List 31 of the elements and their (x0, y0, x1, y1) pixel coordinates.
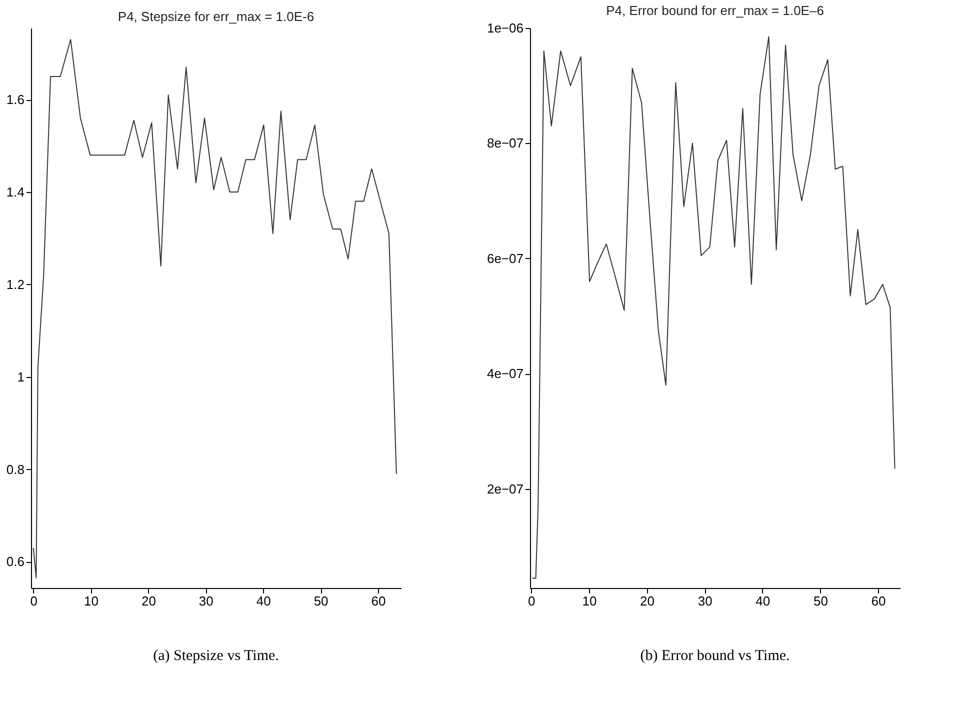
y-tick-label: 6e−07 (486, 250, 524, 266)
x-tick-label: 60 (871, 594, 886, 608)
x-tick-label: 0 (528, 594, 536, 608)
x-tick-label: 20 (640, 594, 655, 608)
x-tick-label: 50 (813, 594, 828, 608)
y-tick-label: 0.8 (6, 462, 24, 477)
y-tick-label: 1.4 (6, 184, 24, 200)
x-tick-label: 30 (198, 594, 214, 608)
y-tick-label: 1e−06 (486, 20, 524, 36)
y-tick-label: 1 (17, 369, 24, 384)
x-tick-label: 60 (371, 594, 386, 608)
text: (a) Stepsize vs Time. (153, 648, 279, 664)
x-tick-label: 40 (756, 594, 770, 608)
x-tick-label: 40 (256, 594, 271, 608)
line-series (532, 36, 896, 579)
line-series (32, 39, 397, 578)
chart-title: P4, Stepsize for err_max = 1.0E-6 (118, 9, 314, 24)
chart-title: P4, Error bound for err_max = 1.0E–6 (606, 3, 824, 18)
y-tick-label: 1.2 (6, 276, 24, 292)
x-tick-label: 30 (698, 594, 712, 608)
x-tick-label: 10 (582, 594, 597, 608)
x-tick-label: 0 (30, 594, 38, 608)
x-tick-label: 50 (314, 594, 328, 608)
text: (b) Error bound vs Time. (640, 648, 790, 664)
y-tick-label: 4e−07 (486, 366, 524, 382)
y-tick-label: 2e−07 (486, 481, 524, 496)
y-tick-label: 0.6 (6, 554, 24, 570)
y-tick-label: 8e−07 (486, 136, 524, 151)
x-tick-label: 10 (84, 594, 98, 608)
y-tick-label: 1.6 (6, 92, 24, 108)
x-tick-label: 20 (141, 594, 156, 608)
